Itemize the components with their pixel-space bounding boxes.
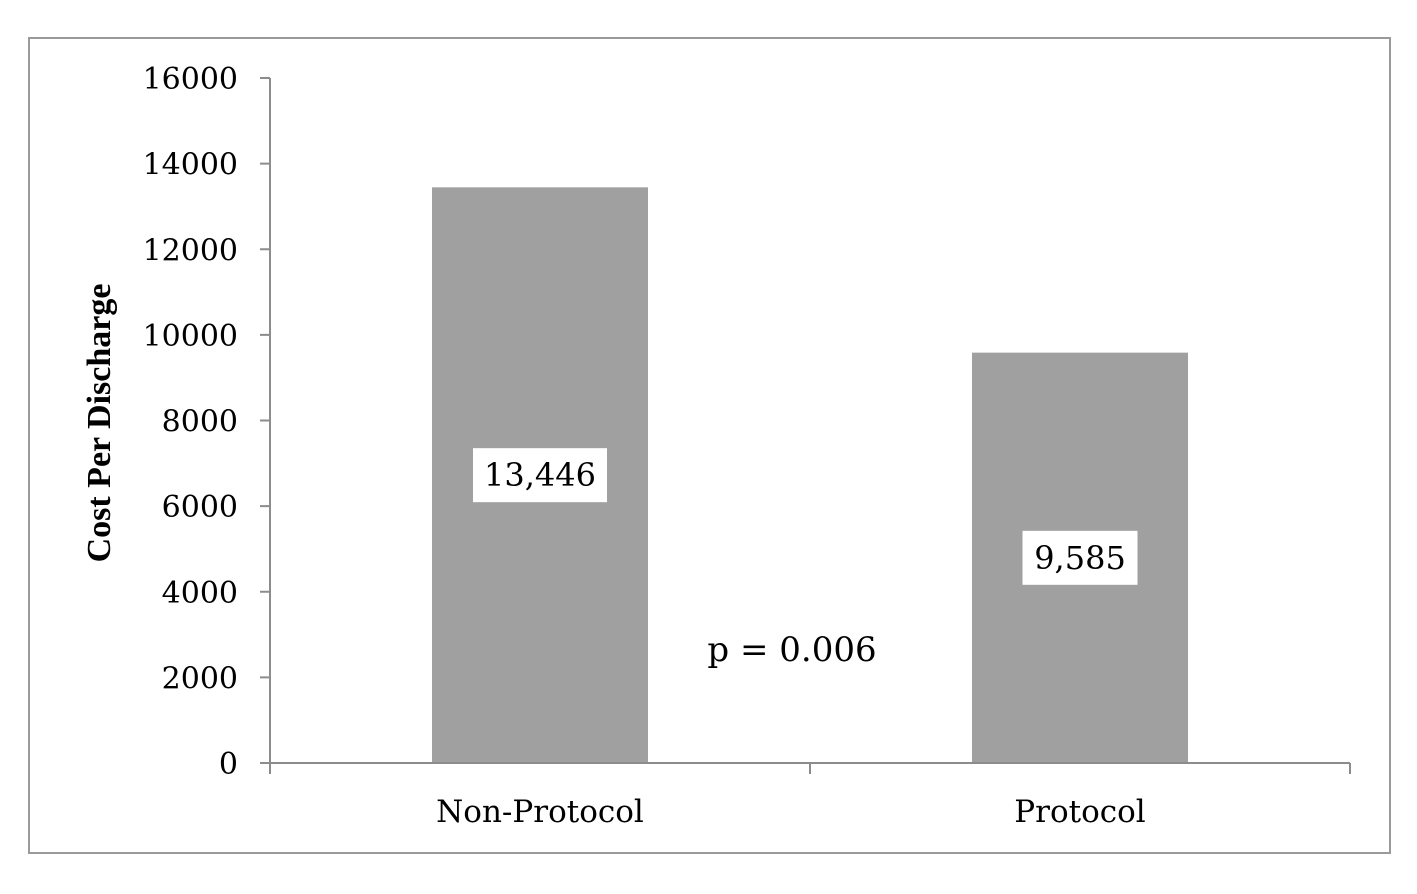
y-tick-label: 14000 — [143, 148, 238, 183]
x-tick-label: Non-Protocol — [436, 794, 644, 830]
x-axis-labels: Non-Protocol Protocol — [436, 794, 1146, 830]
x-tick-label: Protocol — [1014, 794, 1145, 830]
y-tick-label: 12000 — [143, 233, 238, 268]
y-tick-label: 10000 — [143, 319, 238, 354]
data-label-box — [473, 448, 607, 503]
y-tick-label: 4000 — [162, 576, 238, 611]
y-axis-label: Cost Per Discharge — [81, 284, 118, 563]
data-label: 9,585 — [1034, 539, 1126, 577]
data-labels: 13,446 9,585 — [473, 448, 1138, 585]
y-tick-label: 6000 — [162, 490, 238, 525]
data-label-box — [1022, 530, 1138, 585]
y-tick-label: 2000 — [162, 661, 238, 696]
y-tick-label: 8000 — [162, 405, 238, 440]
axes — [269, 78, 1351, 774]
y-axis-ticks: 0 2000 4000 6000 8000 10000 12000 14000 16000 — [143, 62, 270, 782]
p-value-annotation: p = 0.006 — [707, 630, 876, 670]
y-tick-label: 16000 — [143, 62, 238, 97]
y-tick-label: 0 — [219, 747, 238, 782]
data-label: 13,446 — [484, 456, 596, 494]
